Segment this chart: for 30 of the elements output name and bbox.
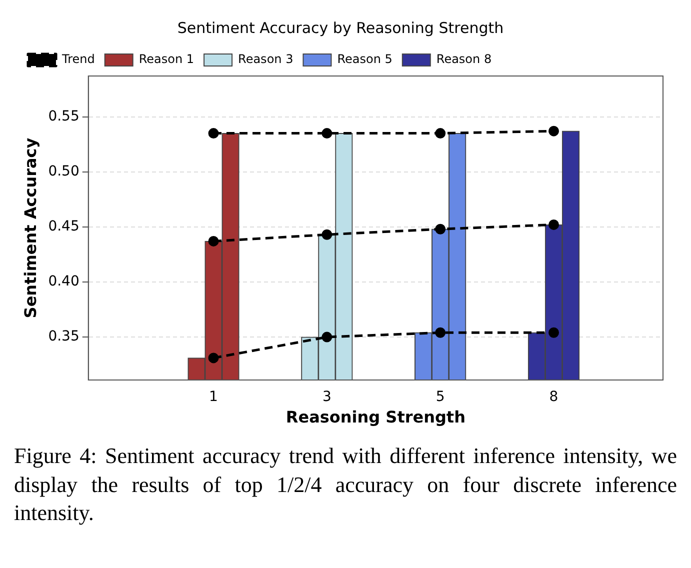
y-axis-title: Sentiment Accuracy (20, 137, 40, 318)
chart-title: Sentiment Accuracy by Reasoning Strength (177, 18, 504, 37)
y-tick-label: 0.35 (48, 328, 80, 345)
y-tick-label: 0.45 (48, 218, 80, 235)
y-tick-label: 0.50 (48, 163, 80, 180)
point (322, 128, 332, 139)
point (322, 229, 332, 240)
point (208, 128, 219, 139)
y-tick-label: 0.55 (48, 108, 80, 124)
legend-label: Reason 8 (436, 52, 492, 66)
point (208, 236, 219, 246)
x-tick-label: 5 (436, 389, 445, 406)
x-tick-label: 8 (549, 389, 558, 406)
point (548, 126, 559, 136)
point (435, 327, 446, 338)
legend-label: Reason 3 (238, 52, 294, 66)
legend-label: Reason 1 (138, 52, 194, 66)
x-axis-title: Reasoning Strength (286, 408, 466, 427)
x-tick-label: 3 (322, 389, 332, 406)
caption: Figure 4: Sentiment accuracy trend with different inference intensity, we display the results of top 1/2/4 accuracy on four discrete inference intensity. (14, 442, 677, 528)
point (435, 128, 446, 139)
point (208, 352, 219, 364)
x-tick-label: 1 (209, 389, 218, 406)
y-tick-label: 0.40 (48, 274, 80, 290)
point (548, 327, 559, 338)
point (548, 219, 559, 230)
legend-label: Trend (61, 52, 95, 66)
point (435, 224, 446, 234)
point (322, 332, 332, 342)
legend-label: Reason 5 (337, 52, 392, 66)
